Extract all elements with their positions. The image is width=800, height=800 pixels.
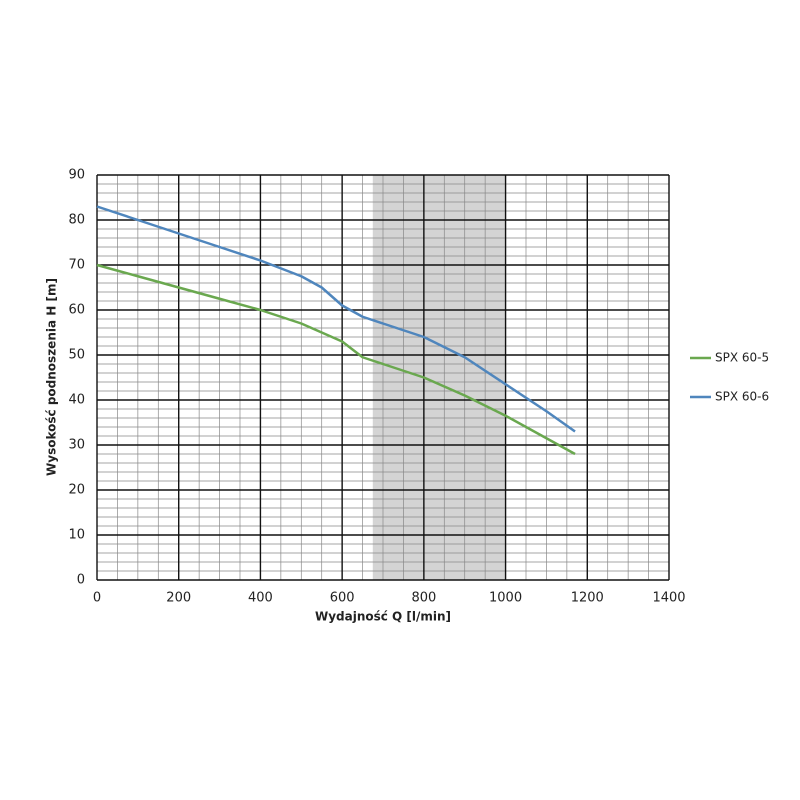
- line-series: [96, 263, 576, 456]
- y-tick-label: 20: [68, 483, 85, 498]
- shaded-region: [372, 175, 506, 580]
- y-tick-label: 40: [68, 393, 85, 408]
- y-tick-label: 50: [68, 348, 85, 363]
- x-tick-label: 1200: [571, 591, 604, 606]
- x-tick-label: 600: [330, 591, 355, 606]
- x-axis-label: Wydajność Q [l/min]: [315, 610, 451, 624]
- x-tick-label: 800: [411, 591, 436, 606]
- x-tick-label: 400: [248, 591, 273, 606]
- legend-label: SPX 60-5: [715, 351, 769, 365]
- y-tick-label: 90: [68, 168, 85, 183]
- x-tick-label: 0: [93, 591, 101, 606]
- y-tick-label: 0: [77, 573, 85, 588]
- line-series: [96, 205, 576, 433]
- y-tick-label: 70: [68, 258, 85, 273]
- legend-label: SPX 60-6: [715, 390, 769, 404]
- y-tick-label: 10: [68, 528, 85, 543]
- y-tick-label: 30: [68, 438, 85, 453]
- y-tick-label: 60: [68, 303, 85, 318]
- y-axis-label: Wysokość podnoszenia H [m]: [45, 278, 59, 476]
- x-tick-label: 1000: [489, 591, 522, 606]
- x-tick-label: 1400: [652, 591, 685, 606]
- y-tick-label: 80: [68, 213, 85, 228]
- x-tick-label: 200: [166, 591, 191, 606]
